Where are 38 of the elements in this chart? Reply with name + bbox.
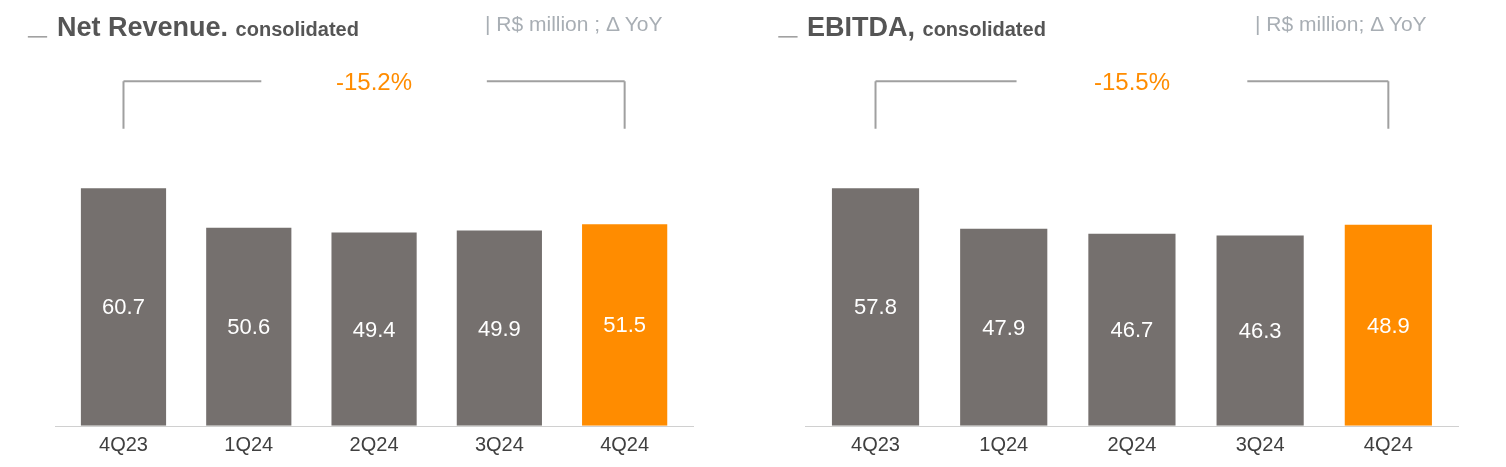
bar [1088, 233, 1176, 426]
x-tick-label: 4Q24 [600, 432, 650, 455]
data-label: 47.9 [982, 314, 1026, 340]
x-tick-label: 2Q24 [349, 432, 399, 455]
data-label: 46.7 [1110, 317, 1154, 343]
bar [80, 188, 167, 426]
data-label: 51.5 [603, 312, 647, 338]
x-tick-label: 4Q23 [99, 432, 148, 455]
text: -15.2% [336, 68, 413, 95]
x-tick-label: 4Q24 [1363, 432, 1413, 455]
x-tick-label: 1Q24 [979, 432, 1029, 455]
bar [582, 224, 668, 426]
bar [206, 227, 292, 426]
data-label: 50.6 [227, 314, 271, 340]
data-label: 57.8 [854, 294, 897, 320]
bar [1344, 224, 1432, 426]
x-tick-label: 3Q24 [1235, 432, 1285, 455]
data-label: 46.3 [1238, 318, 1282, 344]
x-tick-label: 4Q23 [851, 432, 900, 455]
text: | R$ million ; Δ YoY [485, 12, 663, 35]
bar [831, 188, 920, 426]
bar [331, 232, 417, 426]
x-tick-label: 3Q24 [474, 432, 524, 455]
x-tick-label: 1Q24 [224, 432, 274, 455]
chart-title: Net Revenue. [57, 12, 229, 42]
chart-subtitle: consolidated [235, 18, 359, 40]
chart-subtitle: consolidated [922, 18, 1046, 40]
data-label: 60.7 [102, 294, 145, 320]
data-label: 49.9 [477, 315, 521, 341]
chart-title: EBITDA, [807, 12, 915, 42]
text: -15.5% [1094, 68, 1171, 95]
bar [1216, 235, 1304, 426]
data-label: 48.9 [1366, 312, 1410, 338]
x-tick-label: 2Q24 [1107, 432, 1157, 455]
data-label: 49.4 [352, 316, 396, 342]
bar [960, 228, 1048, 426]
bar [456, 230, 542, 426]
text: | R$ million; Δ YoY [1255, 12, 1427, 35]
